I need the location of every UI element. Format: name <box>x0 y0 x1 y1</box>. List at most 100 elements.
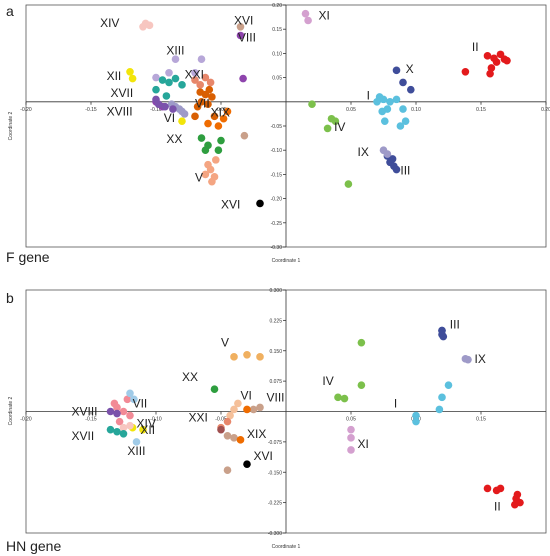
cluster-label: III <box>450 317 460 331</box>
x-tick-label: 0.20 <box>541 107 550 113</box>
point-xvii <box>119 429 128 438</box>
point-iii <box>438 326 446 335</box>
point-xxi-b <box>217 425 225 434</box>
point-xiii <box>197 55 206 64</box>
cluster-label: V <box>221 336 229 350</box>
point-xvii <box>106 425 115 434</box>
x-tick-label: -0.05 <box>215 107 227 113</box>
point-ii <box>511 500 519 509</box>
point-i <box>435 405 444 414</box>
point-ix <box>464 355 472 364</box>
point-xvi-b <box>223 466 232 475</box>
cluster-label: XII <box>140 423 155 437</box>
point-i <box>412 411 420 420</box>
point-xx <box>197 134 206 142</box>
y-tick-label: -0.30 <box>271 245 283 251</box>
cluster-label: XVI <box>254 449 273 463</box>
point-xvii <box>158 76 167 84</box>
point-xviii <box>106 407 115 416</box>
point-iii <box>392 165 401 174</box>
cluster-label: XX <box>166 132 182 146</box>
point-viii <box>256 403 264 412</box>
point-ii <box>513 490 522 499</box>
y-tick-label: 0.15 <box>272 27 282 33</box>
point-xix <box>243 405 251 414</box>
cluster-label: IX <box>358 145 369 159</box>
point-xix <box>223 107 232 116</box>
point-xvii <box>171 74 180 83</box>
x-tick-label: 0.05 <box>346 107 356 113</box>
point-vii <box>193 102 202 111</box>
point-ii <box>486 69 494 78</box>
cluster-label: VII <box>195 97 210 111</box>
point-vii <box>119 407 128 416</box>
point-ii <box>496 484 505 493</box>
cluster-label: VII <box>133 396 148 410</box>
panel-b-xlabel: Coordinate 1 <box>272 544 301 550</box>
cluster-label: XIII <box>166 43 184 57</box>
point-xix <box>204 119 212 128</box>
point-vii <box>123 395 132 404</box>
cluster-label: IV <box>334 120 345 134</box>
cluster-label: XI <box>319 9 330 23</box>
x-tick-label: -0.10 <box>150 107 162 113</box>
y-tick-label: 0.20 <box>272 3 282 9</box>
point-xxi <box>201 73 210 82</box>
point-xviii <box>152 95 160 104</box>
point-xiv <box>126 421 134 430</box>
panel-a: a F gene Coordinate 1 Coordinate 2 -0.20… <box>6 3 550 265</box>
y-tick-label: 0.150 <box>269 349 282 355</box>
cluster-label: IX <box>475 352 486 366</box>
point-xiii <box>152 73 160 82</box>
point-xii <box>126 67 134 76</box>
cluster-label: VIII <box>238 30 256 44</box>
y-tick-label: -0.075 <box>268 440 282 446</box>
point-vii <box>208 93 216 101</box>
point-iv <box>323 124 332 133</box>
point-v <box>243 351 251 359</box>
y-tick-label: -0.150 <box>268 470 282 476</box>
point-xi <box>347 446 355 454</box>
point-i <box>373 98 381 106</box>
point-v <box>208 177 216 186</box>
cluster-label: XVI <box>234 13 253 27</box>
cluster-label: III <box>400 163 410 177</box>
point-xviii <box>161 102 169 111</box>
x-tick-label: -0.15 <box>85 417 97 423</box>
y-tick-label: -0.225 <box>268 501 282 507</box>
point-viii <box>249 405 258 414</box>
point-xiv <box>119 423 128 432</box>
point-xxi <box>196 81 204 89</box>
point-i <box>379 95 388 104</box>
point-xix <box>219 114 228 123</box>
x-tick-label: -0.05 <box>215 417 227 423</box>
panel-b-gene-label: HN gene <box>6 538 61 554</box>
y-tick-label: -0.15 <box>271 172 283 178</box>
point-xvii <box>165 78 173 87</box>
y-tick-label: 0.10 <box>272 51 282 57</box>
point-vi <box>234 399 242 408</box>
panel-a-plot: -0.20 -0.15 -0.10 -0.05 0.05 0.10 0.15 0.20 0.20… <box>20 3 550 251</box>
point-v <box>201 170 210 179</box>
point-iii <box>439 332 448 341</box>
point-xviii <box>113 409 121 418</box>
cluster-label: II <box>494 500 501 514</box>
y-tick-label: -0.20 <box>271 197 283 203</box>
panel-a-letter: a <box>6 3 14 19</box>
point-xx <box>214 146 223 154</box>
point-vi <box>180 110 189 118</box>
cluster-label: XVII <box>72 429 95 443</box>
cluster-label: XI <box>358 437 369 451</box>
panel-a-xlabel: Coordinate 1 <box>272 258 301 264</box>
cluster-label: II <box>472 40 479 54</box>
point-xii <box>178 117 186 125</box>
panel-a-gene-label: F gene <box>6 249 50 265</box>
point-viii <box>236 22 245 31</box>
cluster-label: XIX <box>247 427 266 441</box>
cluster-label: XIX <box>211 105 230 119</box>
point-i <box>438 393 446 402</box>
point-vii <box>110 399 119 408</box>
point-i <box>412 417 420 426</box>
cluster-label: X <box>406 62 414 76</box>
point-xii <box>128 74 137 83</box>
